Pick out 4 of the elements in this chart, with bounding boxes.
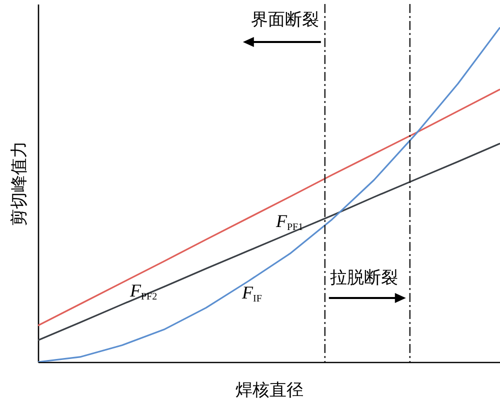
y-axis-title: 剪切峰值力: [10, 141, 28, 226]
annotation: 拉脱断裂: [330, 268, 398, 287]
annotation: 界面断裂: [250, 10, 319, 29]
x-axis-title: 焊核直径: [236, 380, 304, 400]
